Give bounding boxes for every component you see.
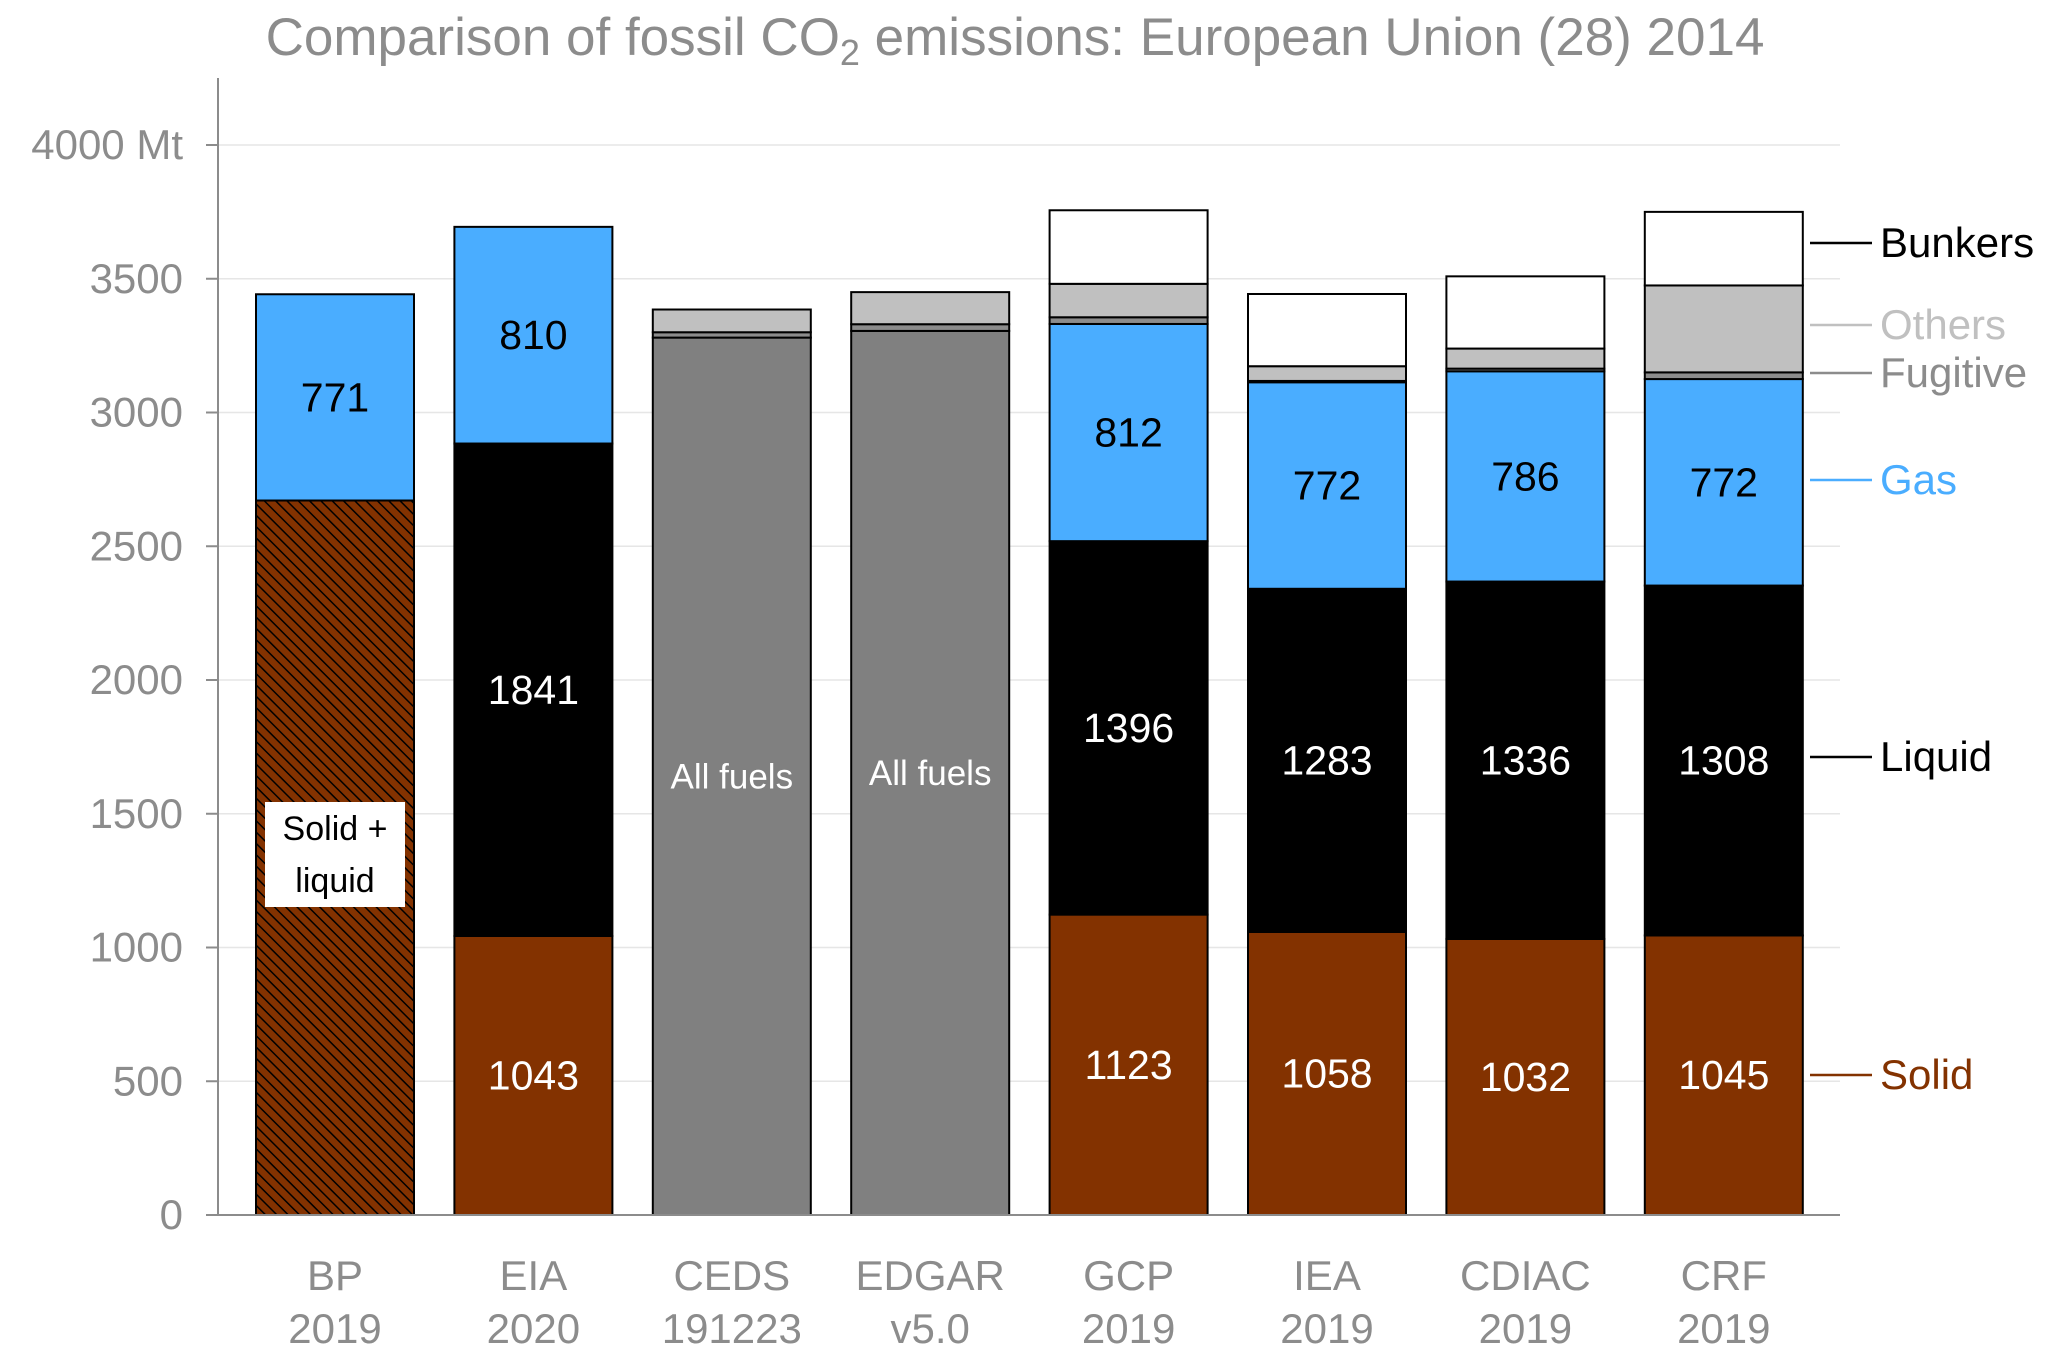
y-tick-label: 0 <box>160 1191 183 1238</box>
y-tick-label: 500 <box>113 1057 183 1104</box>
bar-value-label: 786 <box>1491 453 1559 499</box>
x-category-label: IEA <box>1293 1252 1361 1299</box>
x-category-label: BP <box>307 1252 363 1299</box>
x-category-label: v5.0 <box>891 1305 970 1352</box>
bar-segment-fugitive <box>1048 316 1209 325</box>
bar-segment-bunkers <box>1445 275 1606 350</box>
bar-value-label: 1032 <box>1480 1054 1571 1100</box>
bar-value-label: 1045 <box>1678 1052 1769 1098</box>
bar-segment-all-fuels <box>651 336 812 1217</box>
bar-segment-solid <box>1247 930 1407 1216</box>
bar-segment-all-fuels <box>850 329 1011 1217</box>
x-category-label: 2020 <box>487 1305 580 1352</box>
bar-segment-liquid <box>453 442 614 937</box>
legend-label: Solid <box>1880 1051 1973 1098</box>
bar-segment-others <box>1643 284 1804 374</box>
bar-value-label: 1283 <box>1281 737 1372 783</box>
bar-value-label: 1043 <box>488 1052 579 1098</box>
bar-value-label: All fuels <box>671 757 794 796</box>
x-category-label: 2019 <box>288 1305 381 1352</box>
bar-segment-solid <box>1048 913 1209 1216</box>
legend-label: Fugitive <box>1880 349 2027 396</box>
bar-segment-gas <box>1643 378 1804 587</box>
x-category-label: CDIAC <box>1460 1252 1591 1299</box>
x-category-label: GCP <box>1083 1252 1174 1299</box>
bar-value-label: 1308 <box>1678 738 1769 784</box>
chart-title: Comparison of fossil CO2 emissions: Euro… <box>266 8 1765 73</box>
bar-segment-gas <box>1445 370 1606 583</box>
bars <box>255 209 1804 1217</box>
y-tick-label: 4000 Mt <box>31 121 183 168</box>
bar-value-label: 812 <box>1094 410 1162 456</box>
legend-label: Gas <box>1880 456 1957 503</box>
bar-value-label: 1396 <box>1083 705 1174 751</box>
x-category-label: 2019 <box>1280 1305 1373 1352</box>
x-category-label: 2019 <box>1479 1305 1572 1352</box>
x-category-label: EIA <box>500 1252 568 1299</box>
x-category-label: CEDS <box>673 1252 790 1299</box>
annotation-text: Solid + <box>283 810 388 848</box>
bar-segment-solid <box>1643 934 1804 1217</box>
x-category-label: 2019 <box>1082 1305 1175 1352</box>
bar-segment-fugitive <box>850 323 1011 332</box>
x-category-label: CRF <box>1681 1252 1767 1299</box>
bar-value-label: 1841 <box>488 667 579 713</box>
y-tick-label: 3000 <box>90 389 183 436</box>
bar-value-label: 1058 <box>1281 1050 1372 1096</box>
bar-value-label: 1336 <box>1480 737 1571 783</box>
bar-segment-solid <box>1445 937 1606 1216</box>
bar-segment-bunkers <box>1247 292 1407 368</box>
x-category-label: EDGAR <box>856 1252 1005 1299</box>
annotation-box <box>265 802 405 907</box>
legend-label: Liquid <box>1880 733 1992 780</box>
bar-segment-fugitive <box>1643 371 1804 381</box>
bar-value-label: 771 <box>301 374 369 420</box>
bar-value-label: 810 <box>499 312 567 358</box>
bar-segment-liquid <box>1445 580 1606 940</box>
bar-segment-gas <box>453 225 614 445</box>
bar-segment-others <box>651 308 812 334</box>
bar-segment-bunkers <box>1643 210 1804 287</box>
legend-label: Others <box>1880 301 2006 348</box>
bar-value-label: 1123 <box>1085 1042 1173 1088</box>
annotation-text: liquid <box>295 862 374 900</box>
bar-segment-others <box>850 291 1011 326</box>
bar-segment-liquid <box>1643 584 1804 937</box>
y-tick-label: 2500 <box>90 522 183 569</box>
bar-segment-others <box>1247 365 1407 382</box>
bar-segment-gas <box>255 293 415 502</box>
bar-segment-gas <box>1048 322 1209 543</box>
legend-label: Bunkers <box>1880 219 2034 266</box>
axes: 0 500 1000 1500 2000 2500 3000 3500 4000 Mt BP 201… <box>31 78 1840 1352</box>
bar-segment-gas <box>1247 381 1407 590</box>
y-tick-label: 1500 <box>90 790 183 837</box>
bar-value-label: All fuels <box>869 754 992 793</box>
bar-segment-liquid <box>1048 540 1209 916</box>
x-category-label: 2019 <box>1677 1305 1770 1352</box>
bar-value-labels: 771 1043 1841 810 All fuels All fuels 1123 1396… <box>265 312 1769 1100</box>
bar-segment-solid <box>453 934 614 1216</box>
bar-segment-others <box>1445 347 1606 370</box>
bar-value-label: 772 <box>1690 459 1758 505</box>
bar-segment-others <box>1048 282 1209 319</box>
bar-segment-liquid <box>1247 587 1407 933</box>
y-tick-label: 1000 <box>90 924 183 971</box>
bar-segment-bunkers <box>1048 209 1209 285</box>
bar-value-label: 772 <box>1293 463 1361 509</box>
y-tick-label: 2000 <box>90 656 183 703</box>
y-tick-label: 3500 <box>90 255 183 302</box>
x-category-label: 191223 <box>662 1305 802 1352</box>
